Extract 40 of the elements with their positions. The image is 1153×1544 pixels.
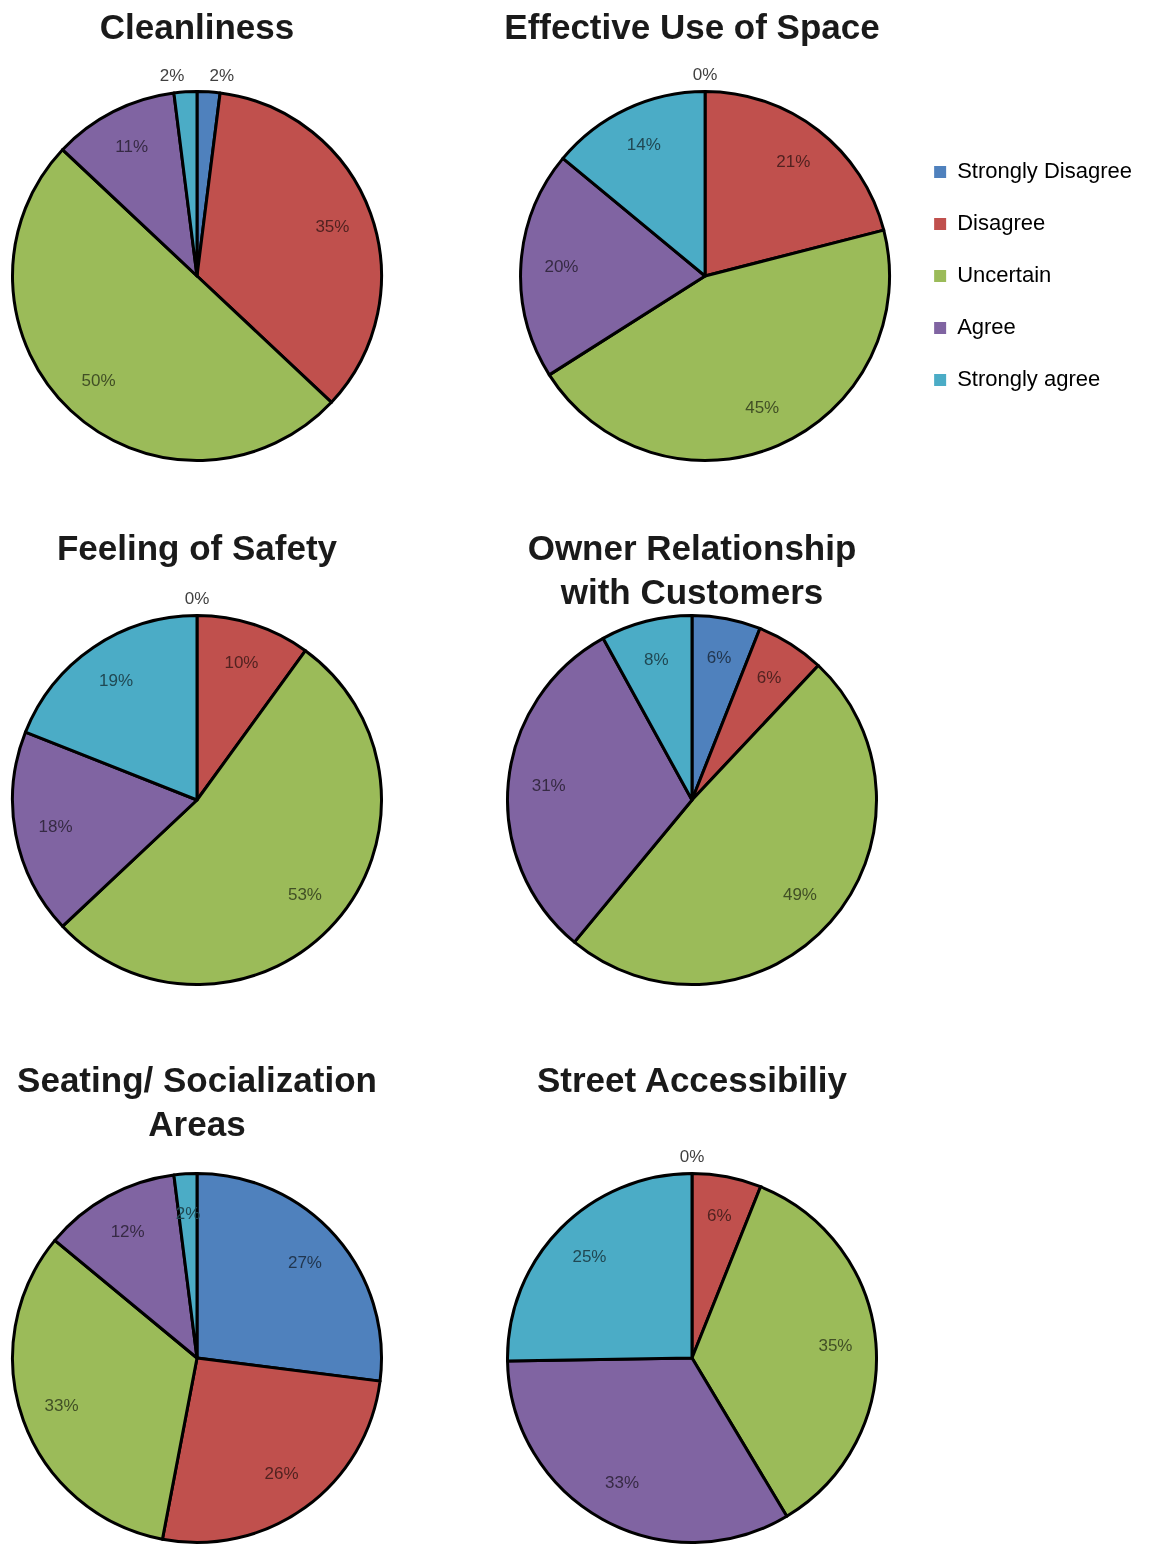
data-label: 35% <box>315 216 350 236</box>
data-label: 6% <box>756 668 782 688</box>
text: 0% <box>679 1147 705 1167</box>
legend-label: Strongly agree <box>957 366 1101 392</box>
data-label: 6% <box>706 1206 732 1226</box>
chart-title: Street Accessibiliy <box>536 1059 848 1101</box>
data-label: 19% <box>99 670 134 690</box>
data-label: 25% <box>572 1246 607 1266</box>
data-label: 6% <box>706 648 732 668</box>
data-label: 8% <box>643 650 669 670</box>
text: 0% <box>692 65 718 85</box>
data-label: 18% <box>38 816 73 836</box>
chart-title: Feeling of Safety <box>55 527 339 569</box>
data-label: 27% <box>287 1252 322 1272</box>
data-label: 12% <box>110 1221 145 1241</box>
legend-label: Disagree <box>957 210 1046 236</box>
data-label: 33% <box>44 1396 79 1416</box>
data-label: 2% <box>159 65 185 85</box>
text: 0% <box>184 589 210 609</box>
data-label: 53% <box>287 884 322 904</box>
chart-title: Cleanliness <box>98 6 296 48</box>
data-label: 45% <box>745 397 780 417</box>
data-label: 11% <box>115 137 149 157</box>
data-label: 2% <box>209 65 235 85</box>
chart-title: Effective Use of Space <box>503 6 881 48</box>
data-label: 33% <box>605 1473 640 1493</box>
data-label: 49% <box>782 884 817 904</box>
chart-title: Owner Relationship with Customers <box>526 527 858 613</box>
legend-label: Strongly Disagree <box>957 158 1133 184</box>
data-label: 26% <box>264 1464 299 1484</box>
legend-label: Agree <box>957 314 1016 340</box>
chart-title: Seating/ Socialization Areas <box>16 1059 378 1145</box>
legend-label: Uncertain <box>957 262 1052 288</box>
data-label: 35% <box>818 1336 853 1356</box>
data-label: 14% <box>626 135 661 155</box>
data-label: 31% <box>531 776 566 796</box>
data-label: 10% <box>224 652 259 672</box>
data-label: 20% <box>544 256 579 276</box>
data-label: 21% <box>776 151 811 171</box>
data-label: 50% <box>81 370 116 390</box>
